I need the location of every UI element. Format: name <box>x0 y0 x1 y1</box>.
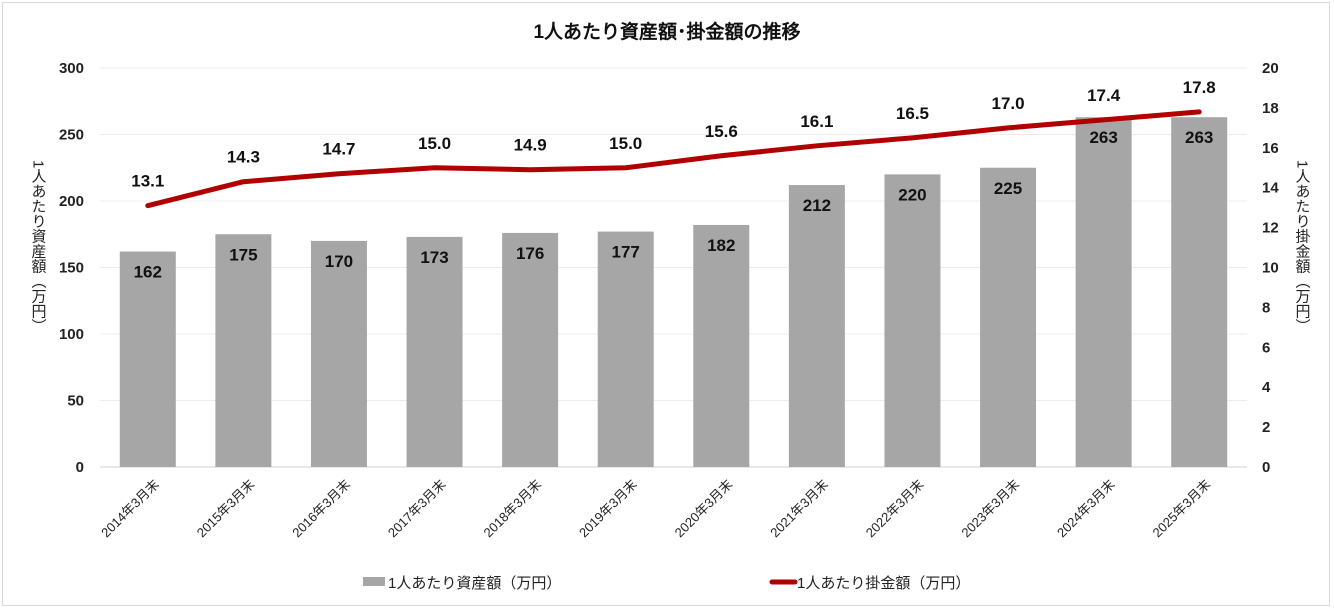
y2-axis-title: 1人あたり掛金額（万円） <box>1294 160 1311 333</box>
bar <box>310 240 367 467</box>
bar <box>597 231 654 467</box>
legend-bar-swatch <box>363 577 385 586</box>
bar <box>884 174 941 467</box>
x-tick-label: 2024年3月末 <box>1054 477 1118 541</box>
y-tick-label: 300 <box>59 60 84 77</box>
y-tick-label: 0 <box>76 459 84 476</box>
y-tick-label: 100 <box>59 326 84 343</box>
y2-tick-label: 16 <box>1262 140 1279 157</box>
bar <box>119 251 176 467</box>
x-tick-label: 2018年3月末 <box>480 477 544 541</box>
bar-data-label: 175 <box>229 245 257 264</box>
bar-data-label: 177 <box>612 243 640 262</box>
legend: 1人あたり資産額（万円） 1人あたり掛金額（万円） <box>363 575 970 592</box>
bar-data-label: 220 <box>898 185 926 204</box>
y-tick-label: 150 <box>59 260 84 277</box>
x-tick-label: 2025年3月末 <box>1150 477 1214 541</box>
y2-tick-label: 10 <box>1262 260 1279 277</box>
legend-line-label: 1人あたり掛金額（万円） <box>797 575 970 592</box>
line-data-label: 13.1 <box>131 172 164 191</box>
x-tick-label: 2016年3月末 <box>289 477 353 541</box>
line-data-label: 14.7 <box>322 140 355 159</box>
bar-data-label: 263 <box>1185 128 1213 147</box>
y2-tick-label: 20 <box>1262 60 1279 77</box>
y2-tick-label: 0 <box>1262 459 1270 476</box>
y2-tick-label: 18 <box>1262 100 1279 117</box>
line-data-label: 16.1 <box>800 112 833 131</box>
line-data-label: 15.0 <box>418 134 451 153</box>
line-data-label: 14.9 <box>514 136 547 155</box>
bar <box>788 185 845 468</box>
y-tick-label: 50 <box>67 393 84 410</box>
line-data-label: 17.0 <box>991 94 1024 113</box>
line-data-label: 17.8 <box>1183 78 1216 97</box>
y2-tick-label: 2 <box>1262 419 1270 436</box>
bar <box>406 236 463 467</box>
bar-data-label: 182 <box>707 236 735 255</box>
y2-tick-label: 4 <box>1262 379 1271 396</box>
bar-data-label: 173 <box>420 248 448 267</box>
legend-bar-label: 1人あたり資産額（万円） <box>388 575 561 592</box>
bar-data-label: 170 <box>325 252 353 271</box>
bar <box>502 232 559 467</box>
x-tick-label: 2022年3月末 <box>863 477 927 541</box>
bar-data-label: 263 <box>1089 128 1117 147</box>
bar <box>1171 117 1228 468</box>
y-axis-title: 1人あたり資産額（万円） <box>30 160 47 333</box>
bar-data-label: 162 <box>134 263 162 282</box>
x-tick-label: 2014年3月末 <box>98 477 162 541</box>
bar-data-label: 176 <box>516 244 544 263</box>
x-tick-label: 2019年3月末 <box>576 477 640 541</box>
bar-data-label: 212 <box>803 196 831 215</box>
bar <box>215 234 272 467</box>
x-tick-label: 2020年3月末 <box>672 477 736 541</box>
y2-tick-label: 8 <box>1262 299 1270 316</box>
y2-tick-label: 14 <box>1262 180 1279 197</box>
x-tick-label: 2023年3月末 <box>958 477 1022 541</box>
y2-tick-label: 12 <box>1262 220 1279 237</box>
x-tick-label: 2015年3月末 <box>194 477 258 541</box>
y-tick-label: 200 <box>59 193 84 210</box>
bar <box>980 167 1037 467</box>
bar <box>1075 117 1132 468</box>
y-tick-label: 250 <box>59 127 84 144</box>
x-tick-label: 2017年3月末 <box>385 477 449 541</box>
line-data-label: 15.0 <box>609 134 642 153</box>
line-data-label: 14.3 <box>227 148 260 167</box>
x-tick-label: 2021年3月末 <box>767 477 831 541</box>
line-data-label: 15.6 <box>705 122 738 141</box>
y2-tick-label: 6 <box>1262 339 1270 356</box>
bar-data-label: 225 <box>994 179 1022 198</box>
line-series <box>145 109 1202 209</box>
line-data-label: 16.5 <box>896 104 929 123</box>
bar <box>693 224 750 467</box>
chart-title: 1人あたり資産額･掛金額の推移 <box>533 20 800 43</box>
line-data-label: 17.4 <box>1087 86 1121 105</box>
